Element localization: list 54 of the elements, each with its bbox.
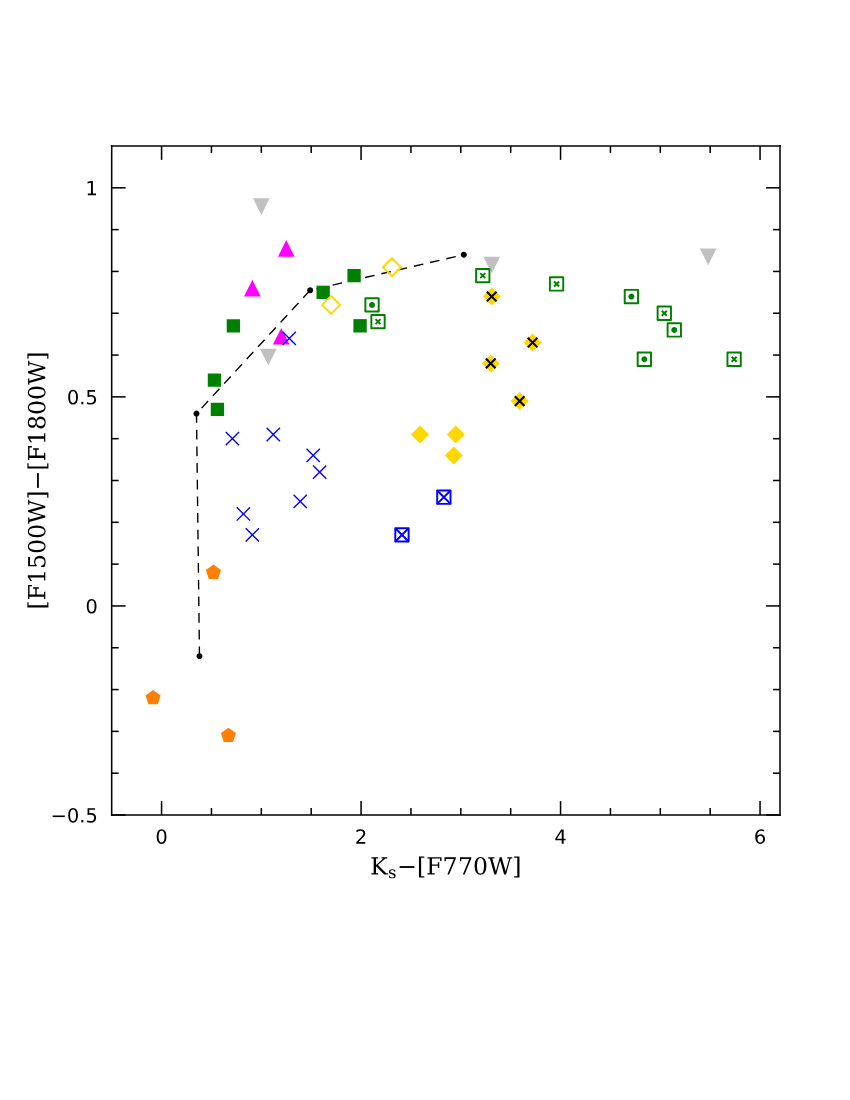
point [364,297,380,313]
point [244,527,260,543]
point [699,248,717,266]
point [316,285,330,300]
point [475,267,491,284]
point [145,690,161,705]
point [444,446,463,465]
point [436,489,452,505]
point [410,425,429,444]
point [193,410,200,417]
x-axis-title: K$_{s}$−[F770W] [371,856,520,879]
x-tick-label: 4 [555,829,566,844]
point [265,427,281,442]
point [726,351,742,367]
point [292,494,308,509]
y-tick-label: 0.5 [68,389,97,405]
point [307,287,314,294]
point [636,351,652,367]
point [272,327,290,345]
point [510,392,529,411]
point [623,288,640,305]
y-tick-label: 0 [86,598,97,614]
point [483,256,501,274]
y-tick-label: 1 [87,181,97,196]
point [236,506,251,522]
y-axis-title: [F1500W]−[F1800W] [27,353,49,608]
x-tick-label: 0 [156,829,167,844]
point [347,268,361,283]
point [394,527,410,543]
point [353,319,367,333]
point [321,294,342,315]
point [656,305,672,321]
x-tick-label: 6 [755,829,766,844]
point [548,276,565,292]
point [220,727,236,742]
point [666,322,682,338]
x-tick-label: 2 [356,829,366,844]
point [281,330,297,346]
point [277,240,295,257]
point [259,348,277,366]
point [207,373,222,387]
point [252,198,270,215]
point [370,313,386,330]
point [381,257,402,278]
point [305,448,321,463]
point [446,425,465,444]
point [460,251,467,258]
point [244,279,261,297]
y-tick-label: −0.5 [52,807,97,823]
point [312,464,328,480]
point [226,319,241,333]
point [196,653,203,660]
point [205,564,221,579]
point [210,402,225,417]
